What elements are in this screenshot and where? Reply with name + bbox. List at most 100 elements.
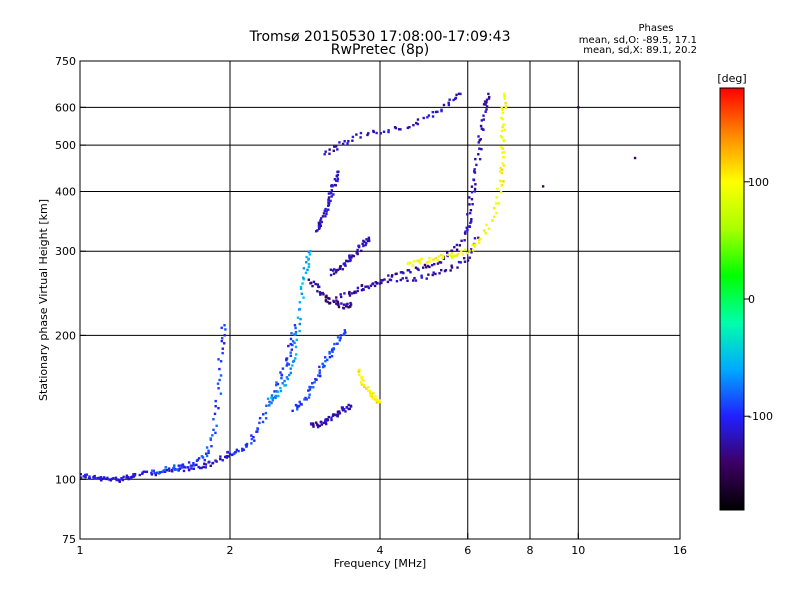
data-point: [138, 473, 141, 477]
data-point: [186, 466, 190, 469]
data-point: [326, 300, 329, 304]
data-point: [504, 101, 507, 105]
data-point: [362, 379, 365, 382]
data-point: [362, 239, 365, 243]
data-point: [172, 465, 176, 468]
data-point: [477, 141, 480, 144]
data-point: [279, 386, 282, 390]
data-point: [275, 381, 278, 384]
data-point: [204, 463, 208, 466]
data-point: [500, 184, 504, 187]
data-point: [298, 329, 301, 333]
data-point: [412, 123, 415, 127]
data-point: [328, 301, 332, 305]
data-point: [466, 213, 469, 216]
data-point: [504, 104, 507, 108]
data-point: [335, 413, 338, 417]
data-point: [504, 106, 508, 109]
data-point: [301, 282, 304, 285]
data-point: [479, 237, 482, 241]
data-point: [364, 243, 367, 247]
data-point: [110, 477, 113, 481]
data-point: [302, 277, 305, 281]
data-point: [311, 382, 314, 385]
y-tick-label: 200: [55, 329, 76, 342]
data-point: [180, 466, 184, 469]
data-point: [468, 203, 471, 206]
data-point: [336, 148, 339, 151]
data-point: [395, 280, 399, 283]
data-point: [319, 219, 322, 222]
data-point: [340, 302, 343, 305]
data-point: [214, 399, 217, 403]
data-point: [187, 461, 191, 464]
data-point: [469, 248, 473, 251]
data-point: [448, 98, 451, 101]
data-point: [473, 237, 477, 240]
data-point: [350, 256, 353, 259]
data-point: [324, 360, 327, 363]
data-point: [500, 116, 503, 120]
data-point: [324, 420, 327, 423]
data-point: [332, 347, 335, 350]
grid-lines: [80, 61, 680, 539]
data-point: [454, 96, 458, 100]
data-point: [442, 103, 446, 107]
data-point: [500, 136, 504, 139]
data-point: [503, 128, 507, 131]
data-point: [219, 457, 222, 461]
data-point: [485, 98, 489, 101]
data-point: [132, 475, 135, 478]
data-point: [367, 286, 371, 290]
data-point: [291, 364, 294, 367]
data-point: [348, 305, 352, 308]
data-point: [223, 334, 226, 337]
data-point: [477, 135, 480, 138]
data-point: [441, 256, 444, 260]
data-point: [488, 95, 491, 99]
data-point: [283, 379, 286, 383]
data-point: [390, 274, 394, 277]
data-point: [431, 273, 434, 277]
data-point: [291, 360, 295, 363]
data-point: [468, 256, 471, 259]
data-point: [250, 434, 253, 437]
data-point: [145, 470, 149, 473]
data-point: [286, 377, 289, 381]
data-point: [287, 363, 291, 366]
data-point: [343, 262, 347, 265]
x-axis-ticks: 1 2 4 6 8 10 16: [77, 533, 687, 557]
data-point: [347, 292, 351, 295]
data-point: [341, 408, 344, 411]
data-point: [453, 254, 456, 258]
data-point: [274, 394, 278, 398]
data-point: [141, 471, 144, 474]
data-point: [205, 454, 209, 458]
data-point: [96, 476, 100, 480]
data-point: [133, 474, 137, 477]
data-point: [378, 399, 381, 402]
data-point: [416, 122, 419, 126]
data-point: [231, 453, 234, 457]
data-point: [309, 282, 312, 285]
data-point: [447, 103, 451, 107]
data-point: [478, 147, 481, 150]
data-point: [342, 307, 346, 310]
data-point: [294, 345, 298, 349]
data-point: [319, 222, 322, 225]
data-point: [270, 396, 273, 399]
data-point: [219, 392, 223, 395]
data-point: [447, 101, 450, 104]
data-point: [349, 301, 352, 305]
data-point: [225, 456, 229, 459]
data-point: [348, 257, 351, 260]
data-point: [482, 114, 485, 117]
data-point: [279, 389, 283, 393]
data-point: [457, 92, 461, 95]
data-point: [483, 100, 487, 103]
chart-title: Tromsø 20150530 17:08:00-17:09:43: [249, 29, 511, 45]
data-point: [219, 455, 222, 458]
data-point: [318, 291, 322, 294]
data-point: [296, 408, 299, 411]
data-point: [502, 150, 506, 154]
